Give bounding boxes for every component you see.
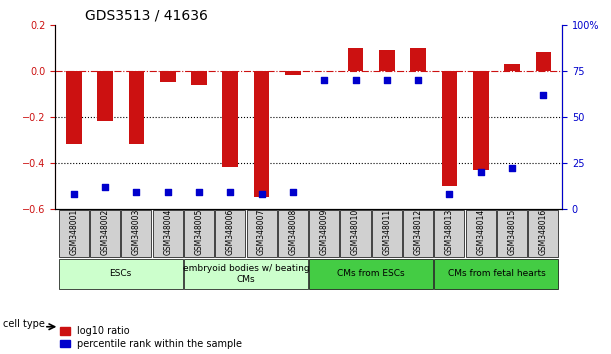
FancyBboxPatch shape	[90, 210, 120, 257]
Text: GDS3513 / 41636: GDS3513 / 41636	[86, 8, 208, 22]
Text: GSM348016: GSM348016	[539, 209, 548, 255]
Bar	[285, 71, 301, 75]
Bar	[97, 71, 113, 121]
Point	[507, 165, 517, 171]
Text: GSM348012: GSM348012	[414, 209, 423, 255]
Text: GSM348015: GSM348015	[508, 209, 516, 255]
Text: GSM348009: GSM348009	[320, 209, 329, 255]
Text: GSM348006: GSM348006	[226, 209, 235, 255]
FancyBboxPatch shape	[153, 210, 183, 257]
Point	[288, 189, 298, 195]
FancyBboxPatch shape	[278, 210, 308, 257]
Text: GSM348004: GSM348004	[163, 209, 172, 255]
Text: GSM348003: GSM348003	[132, 209, 141, 255]
FancyBboxPatch shape	[309, 210, 339, 257]
Bar	[254, 71, 269, 197]
Point	[413, 77, 423, 83]
Bar	[191, 71, 207, 85]
Text: ESCs: ESCs	[109, 269, 132, 279]
Text: GSM348011: GSM348011	[382, 209, 391, 255]
Point	[538, 92, 548, 97]
Point	[131, 189, 141, 195]
Text: GSM348014: GSM348014	[476, 209, 485, 255]
FancyBboxPatch shape	[122, 210, 152, 257]
FancyBboxPatch shape	[340, 210, 370, 257]
Text: CMs from fetal hearts: CMs from fetal hearts	[447, 269, 545, 279]
Point	[476, 169, 486, 175]
Bar	[348, 48, 364, 71]
Point	[225, 189, 235, 195]
FancyBboxPatch shape	[215, 210, 246, 257]
FancyBboxPatch shape	[247, 210, 277, 257]
Text: CMs from ESCs: CMs from ESCs	[337, 269, 405, 279]
Point	[69, 191, 79, 197]
Point	[351, 77, 360, 83]
FancyBboxPatch shape	[59, 259, 183, 289]
Bar	[473, 71, 489, 170]
Point	[320, 77, 329, 83]
Bar	[222, 71, 238, 167]
Text: GSM348001: GSM348001	[69, 209, 78, 255]
FancyBboxPatch shape	[371, 210, 402, 257]
Point	[257, 191, 266, 197]
Bar	[504, 64, 520, 71]
FancyBboxPatch shape	[184, 259, 308, 289]
Legend: log10 ratio, percentile rank within the sample: log10 ratio, percentile rank within the …	[60, 326, 243, 349]
Bar	[379, 50, 395, 71]
Bar	[535, 52, 551, 71]
Point	[382, 77, 392, 83]
Bar	[411, 48, 426, 71]
Point	[163, 189, 172, 195]
FancyBboxPatch shape	[309, 259, 433, 289]
Bar	[442, 71, 457, 185]
FancyBboxPatch shape	[466, 210, 496, 257]
Text: GSM348007: GSM348007	[257, 209, 266, 255]
Bar	[128, 71, 144, 144]
FancyBboxPatch shape	[434, 259, 558, 289]
Text: cell type: cell type	[3, 319, 45, 329]
FancyBboxPatch shape	[497, 210, 527, 257]
FancyBboxPatch shape	[434, 210, 464, 257]
FancyBboxPatch shape	[529, 210, 558, 257]
Text: GSM348013: GSM348013	[445, 209, 454, 255]
FancyBboxPatch shape	[403, 210, 433, 257]
Point	[194, 189, 204, 195]
Point	[445, 191, 455, 197]
Text: embryoid bodies w/ beating
CMs: embryoid bodies w/ beating CMs	[183, 264, 309, 284]
Bar	[66, 71, 82, 144]
Point	[100, 184, 110, 189]
FancyBboxPatch shape	[59, 210, 89, 257]
Text: GSM348010: GSM348010	[351, 209, 360, 255]
Text: GSM348008: GSM348008	[288, 209, 298, 255]
Text: GSM348005: GSM348005	[194, 209, 203, 255]
Text: GSM348002: GSM348002	[101, 209, 109, 255]
Bar	[160, 71, 175, 82]
FancyBboxPatch shape	[184, 210, 214, 257]
